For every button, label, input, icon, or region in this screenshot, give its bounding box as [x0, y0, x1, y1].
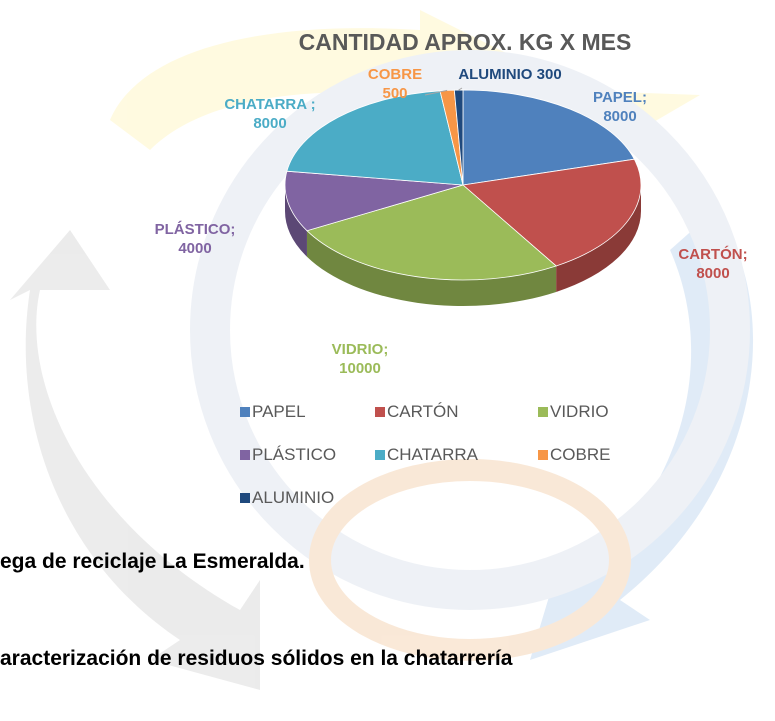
legend-label: COBRE — [550, 445, 610, 465]
legend-label: PAPEL — [252, 402, 306, 422]
data-label: CHATARRA ; 8000 — [215, 95, 325, 133]
legend-item: VIDRIO — [538, 402, 609, 422]
legend-item: PAPEL — [240, 402, 306, 422]
legend-item: CHATARRA — [375, 445, 478, 465]
legend-marker — [240, 493, 250, 503]
legend-label: CHATARRA — [387, 445, 478, 465]
legend-item: ALUMINIO — [240, 488, 334, 508]
data-label: ALUMINIO 300 — [455, 65, 565, 84]
data-label: PLÁSTICO; 4000 — [140, 220, 250, 258]
legend-marker — [240, 407, 250, 417]
page: CANTIDAD APROX. KG X MES PAPEL; 8000 CART… — [0, 0, 775, 721]
legend-item: COBRE — [538, 445, 610, 465]
document-line: aracterización de residuos sólidos en la… — [0, 647, 512, 671]
chart-title: CANTIDAD APROX. KG X MES — [299, 29, 632, 55]
legend-marker — [240, 450, 250, 460]
legend-marker — [538, 407, 548, 417]
legend-item: PLÁSTICO — [240, 445, 336, 465]
data-label: COBRE 500 — [360, 65, 430, 103]
data-label: PAPEL; 8000 — [575, 88, 665, 126]
legend-label: CARTÓN — [387, 402, 458, 422]
legend-marker — [375, 450, 385, 460]
legend-label: VIDRIO — [550, 402, 609, 422]
legend-label: ALUMINIO — [252, 488, 334, 508]
legend-label: PLÁSTICO — [252, 445, 336, 465]
legend-marker — [538, 450, 548, 460]
legend-marker — [375, 407, 385, 417]
document-line: ega de reciclaje La Esmeralda. — [0, 550, 305, 574]
legend-item: CARTÓN — [375, 402, 458, 422]
data-label: VIDRIO; 10000 — [315, 340, 405, 378]
data-label: CARTÓN; 8000 — [668, 245, 758, 283]
